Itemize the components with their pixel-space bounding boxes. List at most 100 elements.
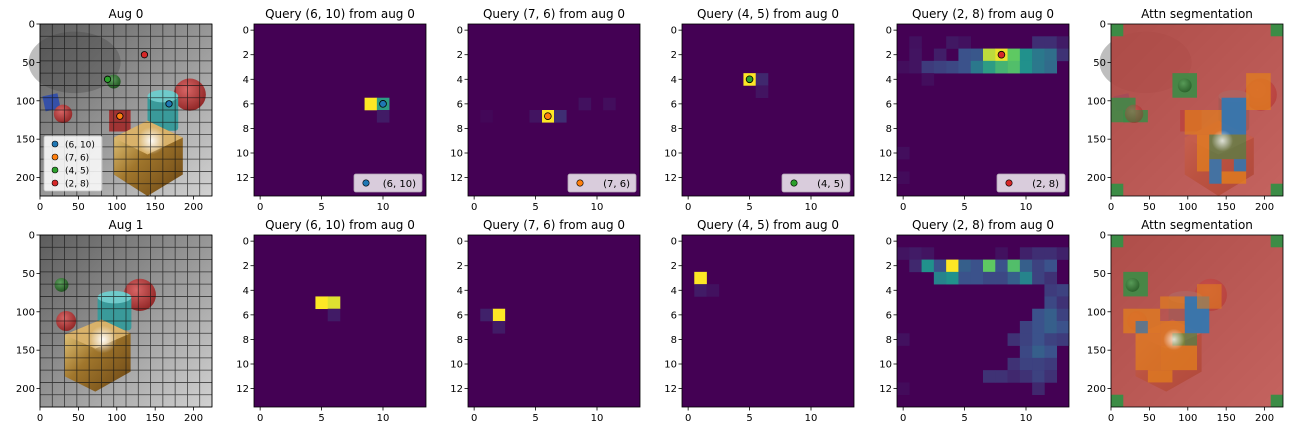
y-tick-label: 6 bbox=[457, 99, 463, 110]
heatmap-cell bbox=[1044, 247, 1058, 260]
heatmap-cell bbox=[921, 60, 935, 74]
heatmap-cell bbox=[958, 259, 972, 273]
heatmap-cell bbox=[327, 296, 341, 310]
panel-0-2: Query (7, 6) from aug 0 (7, 6) 0 5 10 0 2 4 6 8 10… bbox=[450, 7, 641, 213]
heatmap-cell bbox=[327, 308, 341, 322]
heatmap-cell bbox=[1019, 345, 1033, 359]
y-tick-label: 4 bbox=[671, 75, 677, 86]
y-tick-label: 0 bbox=[243, 26, 249, 37]
y-tick-label: 6 bbox=[243, 99, 249, 110]
heatmap-cell bbox=[983, 259, 996, 273]
heatmap-cell bbox=[1044, 308, 1058, 322]
x-tick-label: 0 bbox=[685, 413, 691, 424]
y-tick-label: 50 bbox=[22, 58, 35, 69]
heatmap-cell bbox=[1007, 48, 1021, 62]
heatmap-cell bbox=[958, 271, 972, 285]
y-tick-label: 200 bbox=[16, 384, 35, 395]
y-tick-label: 0 bbox=[671, 26, 677, 37]
axes-frame bbox=[467, 23, 641, 197]
heatmap-cell bbox=[983, 271, 996, 285]
heatmap-cell bbox=[694, 271, 707, 285]
heatmap-cell bbox=[995, 60, 1008, 74]
x-tick-label: 200 bbox=[1255, 202, 1274, 213]
x-tick-label: 0 bbox=[37, 413, 43, 424]
panel-title: Aug 1 bbox=[109, 218, 144, 232]
heatmap-cell bbox=[921, 247, 935, 260]
x-tick-label: 150 bbox=[1217, 413, 1236, 424]
query-marker bbox=[544, 112, 552, 120]
x-tick-label: 0 bbox=[37, 202, 43, 213]
heatmap-cell bbox=[897, 382, 910, 396]
heatmap-cell bbox=[983, 48, 996, 62]
x-tick-label: 5 bbox=[318, 413, 324, 424]
y-tick-label: 12 bbox=[879, 384, 892, 395]
heatmap-cell bbox=[1032, 36, 1045, 49]
heatmap-cell bbox=[1056, 284, 1070, 297]
heatmap-cell bbox=[603, 97, 616, 111]
y-tick-label: 2 bbox=[457, 50, 463, 61]
y-tick-label: 8 bbox=[457, 335, 463, 346]
heatmap-cell bbox=[909, 247, 922, 260]
heatmap-cell bbox=[995, 247, 1008, 260]
x-tick-label: 5 bbox=[746, 202, 752, 213]
x-tick-label: 5 bbox=[961, 202, 967, 213]
heatmap-cell bbox=[995, 271, 1008, 285]
x-tick-label: 150 bbox=[146, 413, 165, 424]
panel-title: Query (4, 5) from aug 0 bbox=[697, 218, 839, 232]
heatmap-cell bbox=[909, 259, 922, 273]
heatmap-cell bbox=[694, 284, 707, 297]
y-tick-label: 10 bbox=[450, 360, 463, 371]
y-tick-label: 2 bbox=[457, 261, 463, 272]
heatmap-cell bbox=[1032, 259, 1045, 273]
heatmap-cell bbox=[1019, 48, 1033, 62]
y-tick-label: 200 bbox=[1087, 173, 1106, 184]
y-tick-label: 0 bbox=[29, 231, 35, 242]
heatmap-cell bbox=[1044, 296, 1058, 310]
heatmap-cell bbox=[1044, 345, 1058, 359]
legend-label: (7, 6) bbox=[603, 179, 630, 190]
legend-label: (6, 10) bbox=[65, 141, 95, 151]
panel-1-5: Attn segmentation 0 50 100 150 200 0 50 100 150 20… bbox=[1087, 218, 1284, 424]
panel-title: Attn segmentation bbox=[1141, 7, 1253, 21]
heatmap-cell bbox=[1044, 370, 1058, 383]
heatmap-cell bbox=[946, 60, 959, 74]
y-tick-label: 8 bbox=[671, 335, 677, 346]
y-tick-label: 6 bbox=[886, 310, 892, 321]
x-tick-label: 0 bbox=[1108, 413, 1114, 424]
heatmap-cell bbox=[970, 60, 984, 74]
heatmap-cell bbox=[958, 60, 972, 74]
x-tick-label: 100 bbox=[1178, 413, 1197, 424]
heatmap-cell bbox=[909, 60, 922, 74]
heatmap-cell bbox=[1044, 48, 1058, 62]
y-tick-label: 12 bbox=[450, 384, 463, 395]
axes-frame bbox=[1110, 234, 1284, 408]
y-tick-label: 0 bbox=[457, 26, 463, 37]
heatmap-cell bbox=[1019, 271, 1033, 285]
y-tick-label: 2 bbox=[886, 261, 892, 272]
x-tick-label: 0 bbox=[685, 202, 691, 213]
y-tick-label: 4 bbox=[243, 75, 249, 86]
heatmap-cell bbox=[995, 370, 1008, 383]
x-tick-label: 200 bbox=[184, 413, 203, 424]
y-tick-label: 0 bbox=[886, 237, 892, 248]
panel-1-4: Query (2, 8) from aug 0 0 5 10 0 2 4 6 8 10 12 bbox=[879, 218, 1070, 424]
heatmap-cell bbox=[492, 321, 506, 334]
heatmap-cell bbox=[995, 259, 1008, 273]
panel-1-3: Query (4, 5) from aug 0 0 5 10 0 2 4 6 8 10 12 bbox=[664, 218, 855, 424]
heatmap-cell bbox=[1044, 333, 1058, 346]
heatmap-cell bbox=[1032, 60, 1045, 74]
panel-0-3: Query (4, 5) from aug 0 (4, 5) 0 5 10 0 2 4 6 8 10… bbox=[664, 7, 855, 213]
y-tick-label: 0 bbox=[671, 237, 677, 248]
y-tick-label: 4 bbox=[671, 286, 677, 297]
legend-label: (2, 8) bbox=[1032, 179, 1059, 190]
heatmap-cell bbox=[1056, 333, 1070, 346]
x-tick-label: 50 bbox=[1143, 202, 1156, 213]
heatmap-cell bbox=[1007, 370, 1021, 383]
heatmap-cell bbox=[946, 259, 959, 273]
heatmap-cell bbox=[529, 110, 543, 123]
x-tick-label: 50 bbox=[1143, 413, 1156, 424]
legend-marker bbox=[51, 140, 59, 148]
y-tick-label: 100 bbox=[1087, 307, 1106, 318]
y-tick-label: 0 bbox=[1100, 231, 1106, 242]
